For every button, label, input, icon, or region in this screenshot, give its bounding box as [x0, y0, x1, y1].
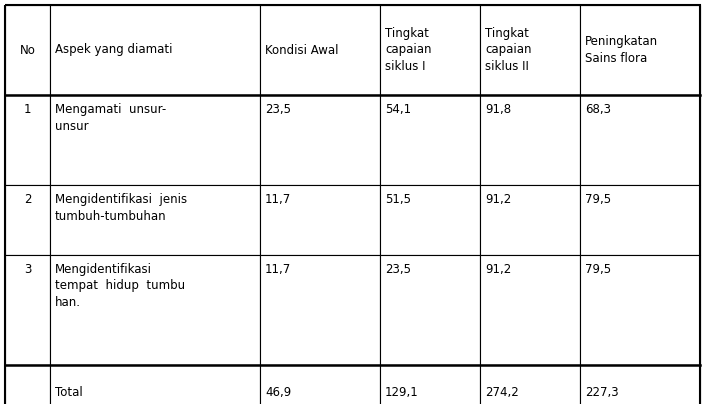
Bar [480, 95, 580, 185]
Bar [260, 95, 380, 185]
Bar [50, 95, 260, 185]
Bar [380, 365, 480, 404]
Bar [380, 95, 480, 185]
Text: Mengidentifikasi
tempat  hidup  tumbu
han.: Mengidentifikasi tempat hidup tumbu han. [55, 263, 185, 309]
Bar [5, 255, 50, 365]
Text: 91,8: 91,8 [485, 103, 511, 116]
Text: 46,9: 46,9 [265, 386, 291, 399]
Bar [50, 5, 260, 95]
Text: 23,5: 23,5 [265, 103, 291, 116]
Text: 227,3: 227,3 [585, 386, 619, 399]
Text: 11,7: 11,7 [265, 193, 291, 206]
Bar [480, 365, 580, 404]
Bar [380, 185, 480, 255]
Text: 129,1: 129,1 [385, 386, 419, 399]
Bar [480, 185, 580, 255]
Bar [260, 185, 380, 255]
Bar [380, 255, 480, 365]
Text: 79,5: 79,5 [585, 263, 611, 276]
Bar [580, 185, 700, 255]
Text: Total: Total [55, 386, 83, 399]
Bar [480, 5, 580, 95]
Text: 51,5: 51,5 [385, 193, 411, 206]
Bar [5, 95, 50, 185]
Text: Mengidentifikasi  jenis
tumbuh-tumbuhan: Mengidentifikasi jenis tumbuh-tumbuhan [55, 193, 187, 223]
Text: Peningkatan
Sains flora: Peningkatan Sains flora [585, 35, 658, 65]
Text: Tingkat
capaian
siklus II: Tingkat capaian siklus II [485, 27, 531, 73]
Bar [50, 255, 260, 365]
Bar [50, 185, 260, 255]
Bar [260, 5, 380, 95]
Bar [5, 5, 50, 95]
Text: No: No [20, 44, 36, 57]
Text: 11,7: 11,7 [265, 263, 291, 276]
Text: 274,2: 274,2 [485, 386, 519, 399]
Text: 91,2: 91,2 [485, 263, 511, 276]
Text: Tingkat
capaian
siklus I: Tingkat capaian siklus I [385, 27, 432, 73]
Text: 23,5: 23,5 [385, 263, 411, 276]
Bar [260, 255, 380, 365]
Text: 68,3: 68,3 [585, 103, 611, 116]
Text: 3: 3 [24, 263, 31, 276]
Bar [580, 365, 700, 404]
Bar [5, 365, 50, 404]
Text: Mengamati  unsur-
unsur: Mengamati unsur- unsur [55, 103, 166, 133]
Text: 79,5: 79,5 [585, 193, 611, 206]
Text: Aspek yang diamati: Aspek yang diamati [55, 44, 173, 57]
Text: Kondisi Awal: Kondisi Awal [265, 44, 339, 57]
Text: 91,2: 91,2 [485, 193, 511, 206]
Bar [580, 5, 700, 95]
Bar [5, 185, 50, 255]
Text: 54,1: 54,1 [385, 103, 411, 116]
Text: 1: 1 [24, 103, 31, 116]
Text: 2: 2 [24, 193, 31, 206]
Bar [580, 255, 700, 365]
Bar [480, 255, 580, 365]
Bar [580, 95, 700, 185]
Bar [260, 365, 380, 404]
Bar [380, 5, 480, 95]
Bar [50, 365, 260, 404]
